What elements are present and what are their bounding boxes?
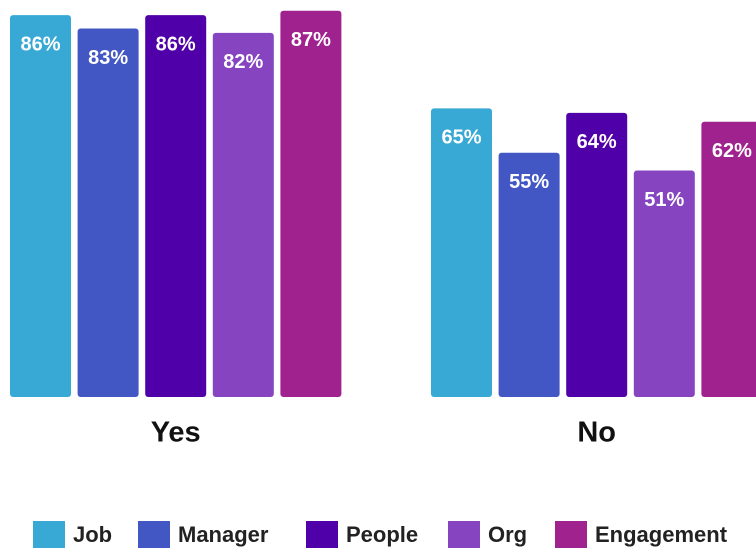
bar — [145, 15, 207, 397]
bar — [701, 121, 756, 397]
category-label: Yes — [151, 417, 201, 449]
value-label: 51% — [644, 189, 684, 211]
legend-label: Manager — [178, 522, 269, 547]
category-label: No — [577, 417, 616, 449]
bar — [633, 170, 695, 397]
legend-swatch — [555, 521, 587, 548]
value-label: 82% — [223, 51, 263, 73]
bar — [212, 32, 274, 398]
legend-label: Org — [488, 522, 527, 547]
bar — [498, 152, 560, 397]
value-label: 86% — [156, 33, 196, 55]
bar — [10, 15, 71, 397]
legend-label: Engagement — [595, 522, 728, 547]
bar — [77, 28, 139, 397]
value-label: 64% — [577, 131, 617, 153]
value-label: 62% — [712, 140, 752, 162]
bar — [280, 10, 342, 397]
legend-swatch — [33, 521, 65, 548]
legend-label: Job — [73, 522, 112, 547]
value-label: 83% — [88, 47, 128, 69]
bar — [566, 112, 628, 397]
legend-swatch — [306, 521, 338, 548]
bar — [431, 108, 492, 398]
value-label: 86% — [20, 33, 60, 55]
value-label: 65% — [441, 127, 481, 149]
value-label: 55% — [509, 171, 549, 193]
legend-swatch — [138, 521, 170, 548]
value-label: 87% — [291, 29, 331, 51]
legend-label: People — [346, 522, 418, 547]
legend-swatch — [448, 521, 480, 548]
